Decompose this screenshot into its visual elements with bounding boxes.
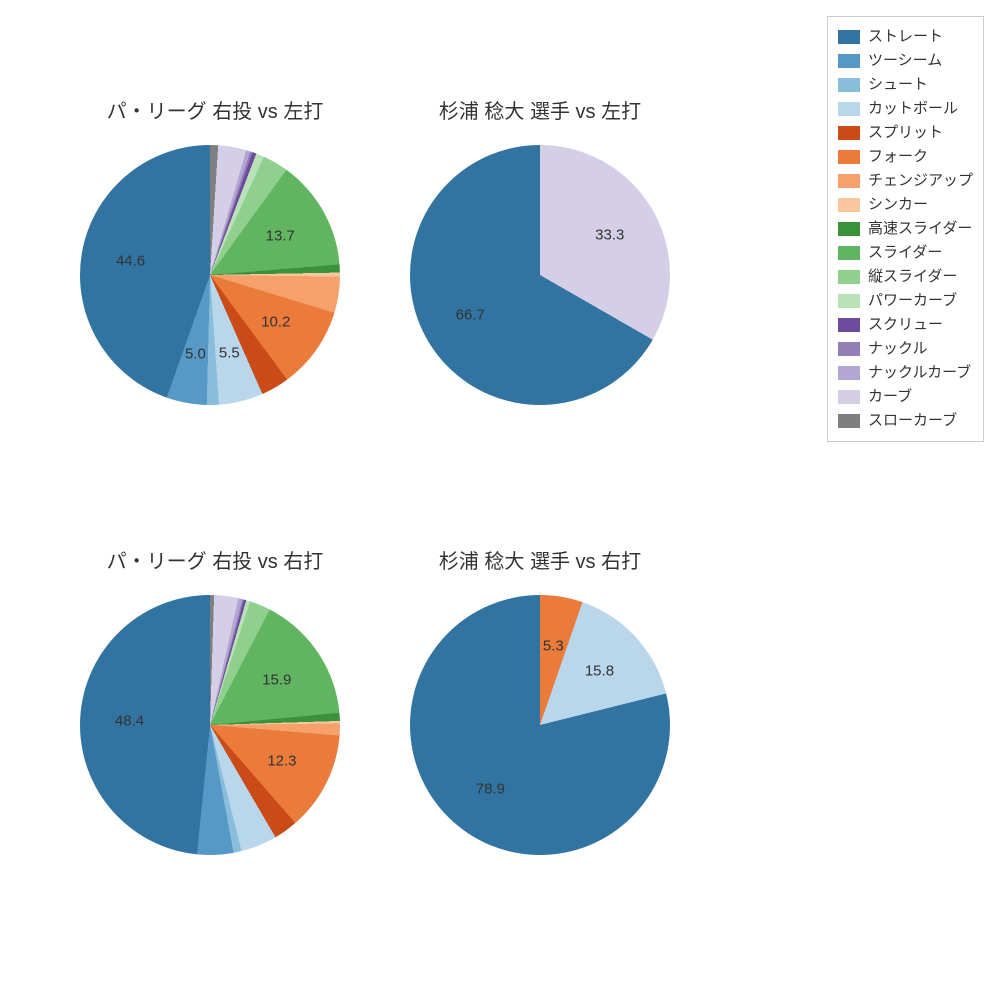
chart-title: 杉浦 稔大 選手 vs 右打 <box>390 545 690 574</box>
legend-item: シンカー <box>838 193 973 217</box>
chart-title: 杉浦 稔大 選手 vs 左打 <box>390 95 690 124</box>
pie-chart <box>410 145 670 405</box>
legend-swatch <box>838 150 860 164</box>
pie-wrap: 44.6 5.0 5.5 10.2 13.7 <box>80 145 340 405</box>
legend-swatch <box>838 342 860 356</box>
legend-label: カーブ <box>868 385 912 409</box>
pie-slice-label: 5.0 <box>185 346 206 363</box>
legend-label: ツーシーム <box>868 49 942 73</box>
pie-wrap: 66.7 33.3 <box>410 145 670 405</box>
legend-item: ストレート <box>838 25 973 49</box>
legend-item: チェンジアップ <box>838 169 973 193</box>
legend-item: ナックル <box>838 337 973 361</box>
pie-slice-label: 44.6 <box>116 253 145 270</box>
legend-item: ツーシーム <box>838 49 973 73</box>
figure: ストレートツーシームシュートカットボールスプリットフォークチェンジアップシンカー… <box>0 0 1000 1000</box>
legend-item: フォーク <box>838 145 973 169</box>
pie-wrap: 48.4 12.3 15.9 <box>80 595 340 855</box>
pie-slice-label: 15.9 <box>262 671 291 688</box>
pie-chart <box>410 595 670 855</box>
legend-swatch <box>838 246 860 260</box>
legend-item: シュート <box>838 73 973 97</box>
legend-label: ナックルカーブ <box>868 361 971 385</box>
legend-label: スライダー <box>868 241 942 265</box>
legend-label: ナックル <box>868 337 928 361</box>
legend-label: フォーク <box>868 145 928 169</box>
legend-label: スクリュー <box>868 313 943 337</box>
legend-swatch <box>838 222 860 236</box>
pie-slice-label: 48.4 <box>115 712 144 729</box>
legend-swatch <box>838 390 860 404</box>
legend-swatch <box>838 102 860 116</box>
legend-swatch <box>838 54 860 68</box>
pie-slice-label: 12.3 <box>267 753 296 770</box>
legend-swatch <box>838 414 860 428</box>
legend-swatch <box>838 270 860 284</box>
legend-item: カットボール <box>838 97 973 121</box>
legend-label: パワーカーブ <box>868 289 957 313</box>
legend-label: 高速スライダー <box>868 217 972 241</box>
legend-swatch <box>838 78 860 92</box>
pie-slice-label: 13.7 <box>266 227 295 244</box>
pie-slice-label: 5.5 <box>219 345 240 362</box>
legend-swatch <box>838 198 860 212</box>
legend-item: スライダー <box>838 241 973 265</box>
legend-swatch <box>838 366 860 380</box>
legend-swatch <box>838 30 860 44</box>
legend-swatch <box>838 174 860 188</box>
legend-item: スローカーブ <box>838 409 973 433</box>
chart-title: パ・リーグ 右投 vs 右打 <box>65 545 365 574</box>
legend-swatch <box>838 318 860 332</box>
pie-slice-label: 78.9 <box>476 780 505 797</box>
pie-slice-label: 15.8 <box>585 662 614 679</box>
legend-item: 縦スライダー <box>838 265 973 289</box>
legend-label: シンカー <box>868 193 928 217</box>
legend-item: パワーカーブ <box>838 289 973 313</box>
chart-title: パ・リーグ 右投 vs 左打 <box>65 95 365 124</box>
legend-item: カーブ <box>838 385 973 409</box>
legend-label: シュート <box>868 73 928 97</box>
pie-slice-label: 33.3 <box>595 226 624 243</box>
legend-label: カットボール <box>868 97 958 121</box>
legend-swatch <box>838 126 860 140</box>
legend-swatch <box>838 294 860 308</box>
legend-item: ナックルカーブ <box>838 361 973 385</box>
legend-item: スクリュー <box>838 313 973 337</box>
pie-wrap: 78.9 15.8 5.3 <box>410 595 670 855</box>
legend-label: スプリット <box>868 121 943 145</box>
legend: ストレートツーシームシュートカットボールスプリットフォークチェンジアップシンカー… <box>827 16 984 442</box>
pie-slice-label: 5.3 <box>543 637 564 654</box>
legend-label: スローカーブ <box>868 409 957 433</box>
pie-chart <box>80 145 340 405</box>
legend-item: 高速スライダー <box>838 217 973 241</box>
legend-item: スプリット <box>838 121 973 145</box>
pie-slice-label: 10.2 <box>261 313 290 330</box>
legend-label: 縦スライダー <box>868 265 957 289</box>
legend-label: ストレート <box>868 25 943 49</box>
legend-label: チェンジアップ <box>868 169 973 193</box>
pie-slice-label: 66.7 <box>456 307 485 324</box>
